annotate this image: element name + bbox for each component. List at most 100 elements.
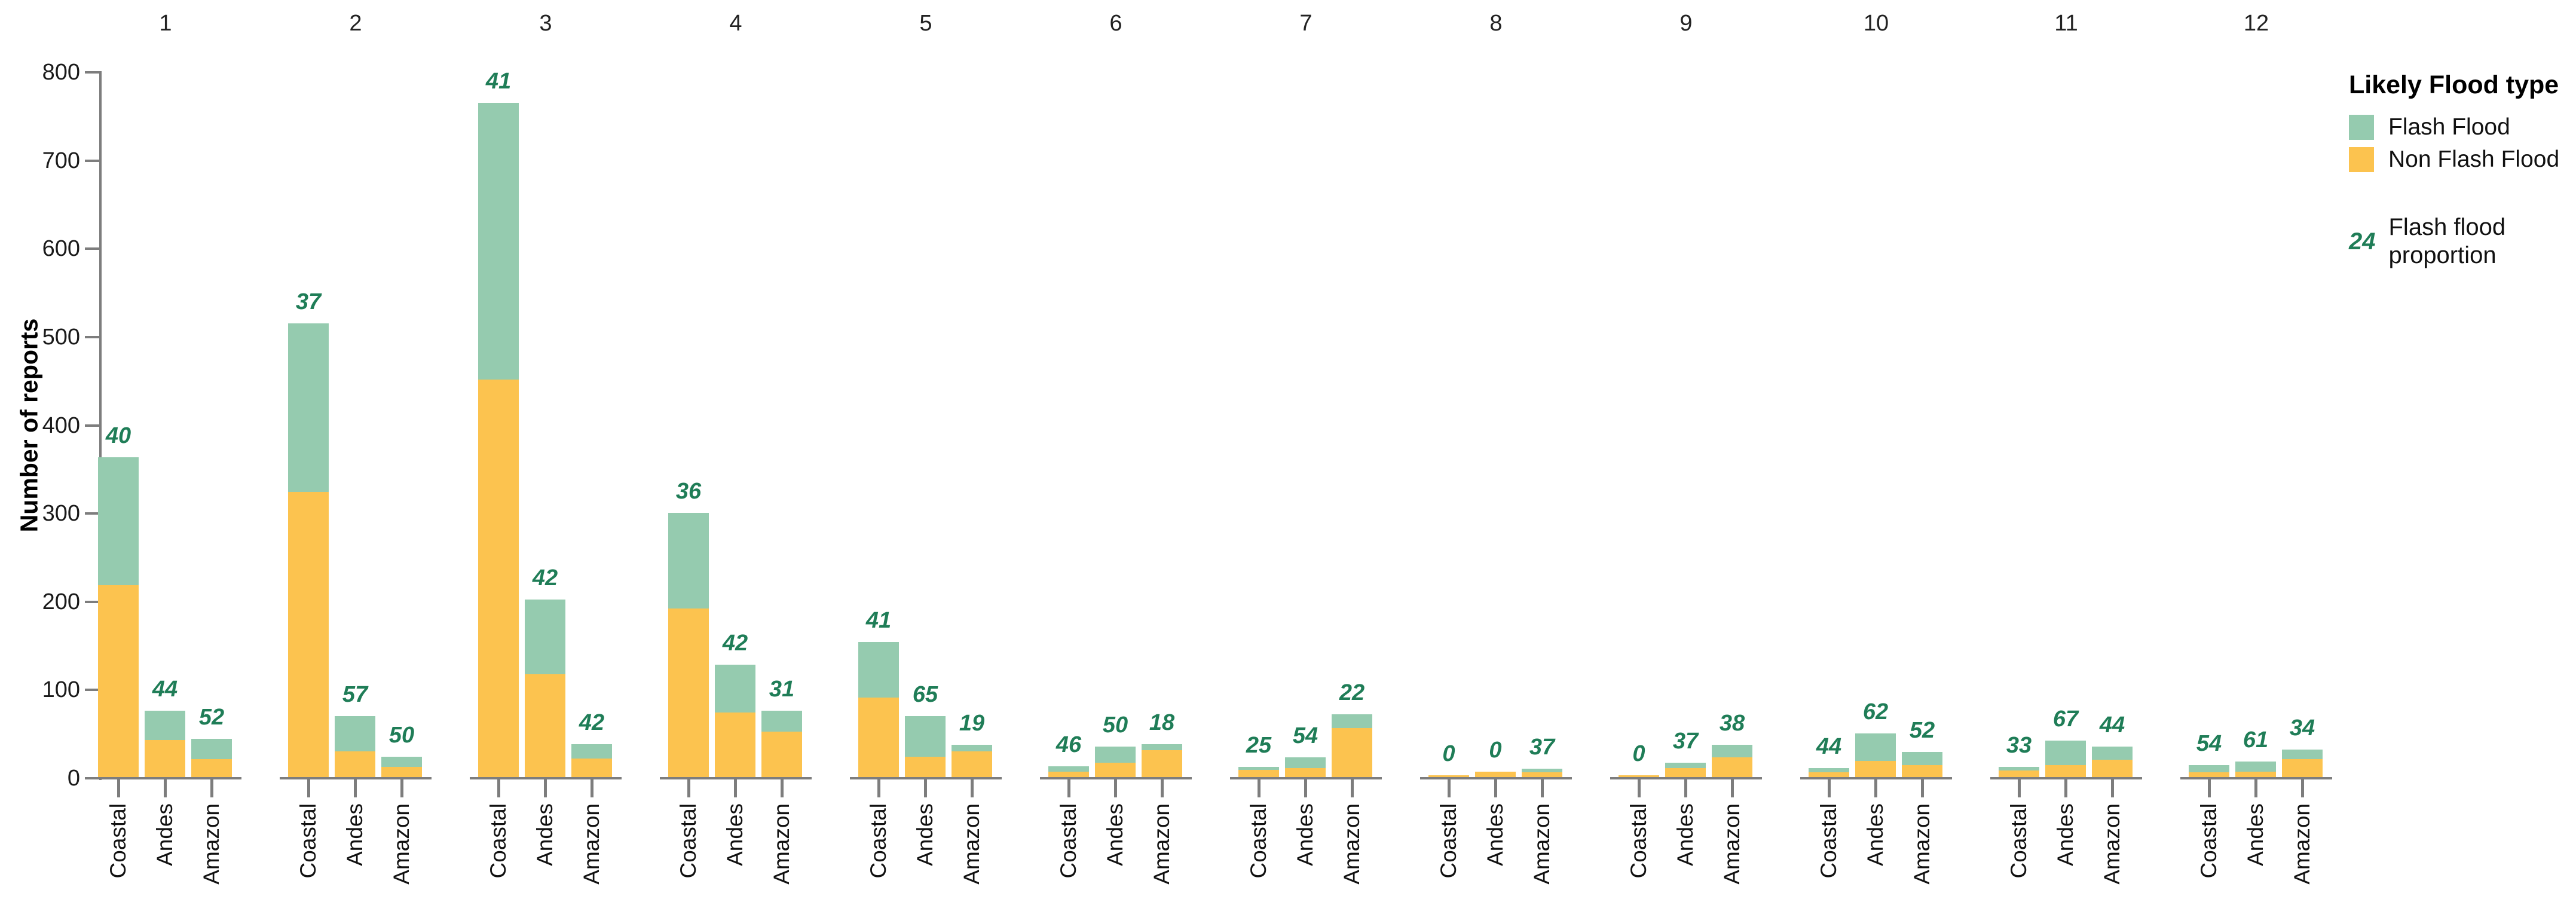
x-tick-mark [1494, 779, 1497, 797]
bars-row: 33 67 44 [1999, 707, 2133, 778]
flash-flood-segment [1902, 752, 1942, 766]
flash-flood-segment [145, 710, 185, 740]
x-tick-mark [1731, 779, 1734, 797]
month-label: 8 [1489, 11, 1503, 36]
bar-column-coastal: 54 [2189, 731, 2229, 778]
month-group-10: 10 44 62 52 Coastal Andes Amazon [1800, 0, 1952, 899]
flash-flood-segment [1855, 733, 1896, 761]
stacked-bar [145, 710, 185, 778]
flash-flood-proportion-label: 57 [342, 681, 368, 707]
bar-column-amazon: 34 [2282, 715, 2323, 778]
region-label: Coastal [1056, 803, 1081, 879]
region-label: Andes [1483, 803, 1507, 866]
month-label: 5 [919, 11, 932, 36]
x-tick-column: Coastal [478, 779, 519, 899]
flash-flood-proportion-label: 37 [295, 289, 322, 314]
flash-flood-proportion-label: 44 [1816, 733, 1842, 759]
bar-column-amazon: 38 [1712, 711, 1752, 778]
non-flash-flood-segment [525, 674, 565, 778]
month-label: 9 [1679, 11, 1693, 36]
legend-proportion-key: 24 Flash flood proportion [2349, 213, 2576, 270]
x-tick-mark [2301, 779, 2304, 797]
group-baseline [1990, 777, 2142, 779]
stacked-bar [2282, 749, 2323, 778]
x-tick-column: Andes [1095, 779, 1136, 899]
non-flash-flood-segment [98, 585, 139, 778]
y-tick-mark [85, 159, 100, 162]
bar-column-coastal: 37 [288, 289, 329, 778]
flash-flood-segment [858, 641, 899, 698]
non-flash-flood-segment [1712, 757, 1752, 778]
y-tick-mark [85, 512, 100, 515]
month-group-5: 5 41 65 19 Coastal Andes Amazon [850, 0, 1002, 899]
x-tick-column: Amazon [2282, 779, 2323, 899]
flash-flood-proportion-label: 52 [1909, 718, 1935, 744]
x-tick-column: Amazon [2092, 779, 2133, 899]
bars-row: 37 57 50 [288, 289, 422, 778]
proportion-symbol: 24 [2349, 228, 2376, 255]
x-tick-mark [1638, 779, 1641, 797]
x-tick-mark [924, 779, 927, 797]
y-tick-mark [85, 600, 100, 603]
x-tick-column: Coastal [1238, 779, 1279, 899]
non-flash-flood-segment [715, 712, 755, 778]
stacked-bar [1332, 714, 1372, 778]
non-flash-flood-segment [761, 732, 802, 778]
bars-row: 25 54 22 [1238, 680, 1372, 778]
legend-item-flash-flood: Flash Flood [2349, 114, 2576, 140]
x-tick-mark [210, 779, 213, 797]
flash-flood-segment [571, 744, 612, 759]
region-label: Coastal [486, 803, 510, 879]
bar-column-andes: 37 [1665, 729, 1706, 778]
non-flash-flood-segment [1809, 772, 1849, 778]
flash-flood-segment [1238, 767, 1279, 770]
flash-flood-proportion-label: 19 [959, 711, 985, 736]
stacked-bar [1095, 747, 1136, 778]
x-tick-mark [591, 779, 593, 797]
flash-flood-segment [381, 756, 422, 767]
x-tick-column: Amazon [1142, 779, 1182, 899]
bar-column-andes: 0 [1475, 738, 1516, 778]
legend-item-non-flash-flood: Non Flash Flood [2349, 146, 2576, 173]
x-tick-mark [2254, 779, 2257, 797]
flash-flood-proportion-label: 18 [1149, 710, 1175, 735]
x-tick-column: Coastal [98, 779, 139, 899]
flash-flood-proportion-label: 22 [1339, 680, 1365, 705]
proportion-label-line2: proportion [2388, 242, 2497, 269]
region-label: Andes [342, 803, 367, 866]
x-ticks-row: Coastal Andes Amazon [1809, 779, 1942, 899]
x-tick-column: Andes [1475, 779, 1516, 899]
y-tick-label: 0 [67, 766, 80, 791]
flash-flood-segment [2282, 749, 2323, 759]
flash-flood-segment [525, 599, 565, 675]
y-tick-label: 400 [42, 412, 80, 438]
x-ticks-row: Coastal Andes Amazon [1428, 779, 1562, 899]
x-tick-column: Andes [1855, 779, 1896, 899]
flash-flood-segment [2045, 741, 2086, 766]
x-tick-mark [1684, 779, 1687, 797]
non-flash-flood-segment [1238, 769, 1279, 778]
y-tick-mark [85, 689, 100, 692]
bar-column-andes: 65 [905, 682, 946, 778]
group-baseline [1800, 777, 1952, 779]
stacked-bar [478, 102, 519, 778]
month-label: 10 [1863, 11, 1889, 36]
bar-column-coastal: 0 [1619, 741, 1659, 778]
x-tick-column: Andes [1665, 779, 1706, 899]
flash-flood-proportion-label: 0 [1489, 737, 1502, 763]
region-label: Amazon [2100, 803, 2124, 885]
x-tick-column: Coastal [858, 779, 899, 899]
non-flash-flood-segment [1428, 775, 1469, 778]
stacked-bar [2045, 741, 2086, 778]
bar-column-amazon: 22 [1332, 680, 1372, 778]
stacked-bar [525, 599, 565, 778]
flash-flood-proportion-label: 50 [1102, 713, 1128, 738]
flash-flood-segment [1285, 757, 1326, 768]
region-label: Andes [913, 803, 937, 866]
flash-flood-segment [1809, 767, 1849, 773]
x-tick-mark [307, 779, 310, 797]
group-baseline [90, 777, 241, 779]
region-label: Andes [1103, 803, 1127, 866]
bar-column-andes: 62 [1855, 699, 1896, 778]
flash-flood-proportion-label: 62 [1862, 699, 1889, 725]
